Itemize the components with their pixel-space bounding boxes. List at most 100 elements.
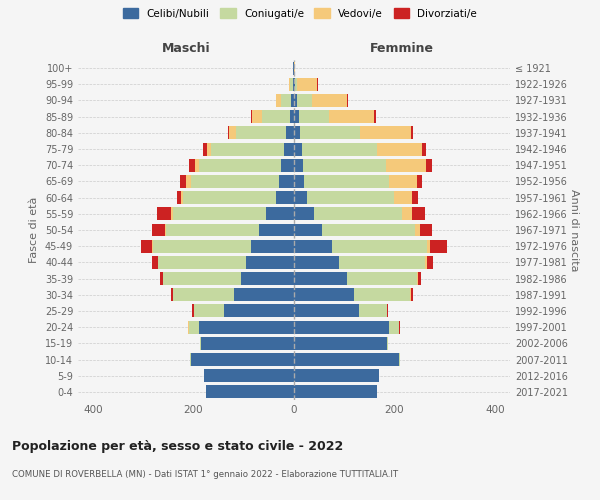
Bar	[427, 240, 430, 252]
Bar	[203, 369, 294, 382]
Bar	[191, 175, 279, 188]
Bar	[294, 288, 354, 301]
Bar	[300, 126, 361, 140]
Bar	[259, 224, 294, 236]
Bar	[279, 175, 294, 188]
Bar	[294, 94, 296, 107]
Bar	[188, 320, 199, 334]
Bar	[141, 240, 152, 252]
Bar	[387, 304, 388, 318]
Bar	[410, 288, 413, 301]
Bar	[200, 337, 201, 350]
Bar	[359, 304, 387, 318]
Bar	[314, 208, 402, 220]
Bar	[297, 78, 317, 91]
Bar	[426, 159, 432, 172]
Bar	[427, 256, 433, 269]
Bar	[292, 94, 294, 107]
Bar	[417, 272, 418, 285]
Bar	[311, 94, 347, 107]
Bar	[299, 110, 329, 123]
Bar	[422, 142, 426, 156]
Bar	[361, 126, 410, 140]
Bar	[262, 110, 290, 123]
Bar	[307, 191, 394, 204]
Bar	[354, 288, 410, 301]
Bar	[184, 191, 277, 204]
Bar	[293, 78, 294, 91]
Bar	[281, 94, 292, 107]
Bar	[419, 224, 432, 236]
Bar	[188, 159, 194, 172]
Bar	[294, 175, 304, 188]
Bar	[229, 126, 236, 140]
Bar	[194, 304, 224, 318]
Bar	[329, 110, 374, 123]
Bar	[412, 208, 425, 220]
Bar	[294, 62, 295, 74]
Bar	[294, 337, 387, 350]
Bar	[387, 337, 388, 350]
Y-axis label: Fasce di età: Fasce di età	[29, 197, 39, 263]
Bar	[158, 256, 246, 269]
Bar	[294, 353, 400, 366]
Bar	[317, 78, 318, 91]
Bar	[322, 224, 415, 236]
Bar	[194, 159, 199, 172]
Bar	[152, 256, 158, 269]
Bar	[294, 272, 347, 285]
Bar	[201, 337, 294, 350]
Bar	[211, 142, 284, 156]
Bar	[181, 191, 184, 204]
Bar	[227, 126, 229, 140]
Text: Femmine: Femmine	[370, 42, 434, 55]
Bar	[154, 240, 251, 252]
Bar	[251, 110, 253, 123]
Bar	[294, 191, 307, 204]
Bar	[294, 159, 303, 172]
Bar	[294, 369, 379, 382]
Bar	[207, 142, 211, 156]
Bar	[415, 224, 419, 236]
Bar	[284, 142, 294, 156]
Bar	[294, 126, 300, 140]
Bar	[165, 224, 166, 236]
Bar	[177, 191, 181, 204]
Text: Popolazione per età, sesso e stato civile - 2022: Popolazione per età, sesso e stato civil…	[12, 440, 343, 453]
Bar	[294, 256, 339, 269]
Bar	[303, 159, 386, 172]
Bar	[277, 94, 281, 107]
Bar	[296, 94, 311, 107]
Bar	[266, 208, 294, 220]
Bar	[377, 142, 422, 156]
Bar	[295, 78, 297, 91]
Bar	[253, 110, 262, 123]
Bar	[389, 175, 417, 188]
Bar	[304, 175, 389, 188]
Bar	[192, 304, 194, 318]
Bar	[289, 78, 290, 91]
Bar	[294, 110, 299, 123]
Bar	[281, 159, 294, 172]
Bar	[251, 240, 294, 252]
Bar	[410, 126, 413, 140]
Bar	[402, 208, 412, 220]
Text: COMUNE DI ROVERBELLA (MN) - Dati ISTAT 1° gennaio 2022 - Elaborazione TUTTITALIA: COMUNE DI ROVERBELLA (MN) - Dati ISTAT 1…	[12, 470, 398, 479]
Bar	[286, 126, 294, 140]
Bar	[172, 288, 173, 301]
Bar	[332, 240, 427, 252]
Bar	[374, 110, 376, 123]
Bar	[389, 320, 400, 334]
Bar	[347, 94, 348, 107]
Bar	[160, 272, 163, 285]
Bar	[152, 224, 165, 236]
Bar	[294, 240, 332, 252]
Bar	[180, 175, 186, 188]
Text: Maschi: Maschi	[161, 42, 211, 55]
Bar	[166, 224, 259, 236]
Bar	[246, 256, 294, 269]
Bar	[157, 208, 172, 220]
Bar	[290, 78, 293, 91]
Bar	[241, 272, 294, 285]
Bar	[294, 208, 314, 220]
